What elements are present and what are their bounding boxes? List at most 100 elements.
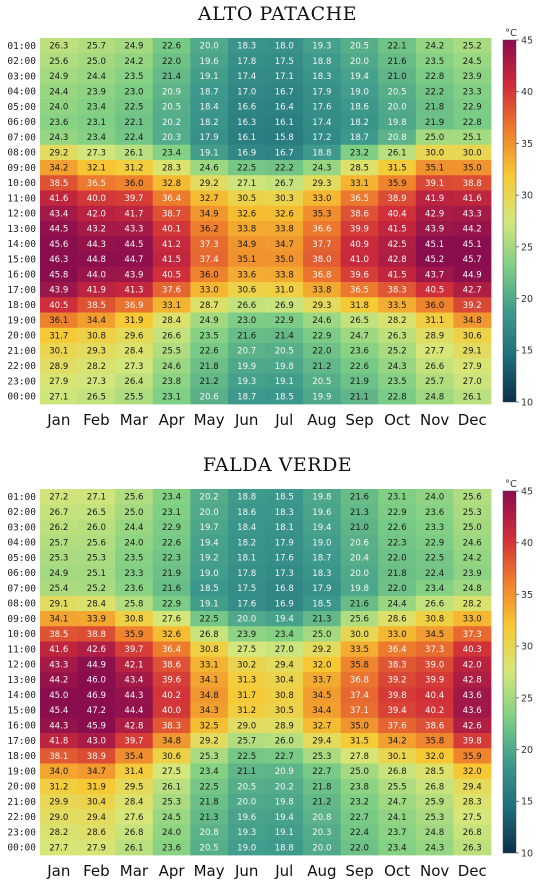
cell-value-label: 24.2 [425,42,444,52]
cell-value-label: 20.3 [162,133,181,143]
cell-value-label: 20.0 [200,42,219,52]
heatmap-cell [265,99,304,115]
heatmap-cell [415,53,454,69]
heatmap-cell [303,565,342,581]
cell-value-label: 29.1 [463,347,482,357]
heatmap-cell [265,38,304,54]
cell-value-label: 39.8 [463,737,482,747]
heatmap-cell [378,763,417,780]
heatmap-cell [453,687,492,703]
cell-value-label: 28.6 [387,615,406,625]
cell-value-label: 26.4 [124,377,143,387]
cell-value-label: 16.9 [237,148,256,158]
heatmap-cell [415,144,454,161]
heatmap-cell [115,297,154,313]
heatmap-cell [115,114,154,130]
cell-value-label: 19.7 [200,523,219,533]
heatmap-cell [453,519,492,536]
heatmap-cell [265,656,304,673]
heatmap-cell [378,221,417,237]
cell-value-label: 27.0 [463,377,482,387]
hour-tick-label: 22:00 [7,361,36,372]
cell-value-label: 24.4 [49,87,68,97]
cell-value-label: 28.9 [425,331,444,341]
heatmap-cell [77,763,116,780]
cell-value-label: 19.4 [200,538,219,548]
heatmap-cell [77,266,116,283]
heatmap-cell [415,565,454,581]
cell-value-label: 36.8 [312,270,331,280]
heatmap-cell [303,205,342,222]
cell-value-label: 25.3 [87,554,106,564]
cell-value-label: 22.6 [387,523,406,533]
heatmap-cell [415,83,454,100]
heatmap-cell [378,312,417,329]
cell-value-label: 30.8 [87,331,106,341]
cell-value-label: 20.9 [275,767,294,777]
cell-value-label: 34.9 [200,209,219,219]
cell-value-label: 19.8 [275,362,294,372]
cell-value-label: 22.0 [162,57,181,67]
colorbar-tick-label: 30 [521,191,533,202]
cell-value-label: 26.1 [387,148,406,158]
heatmap-cell [190,809,229,825]
heatmap-cell [378,733,417,749]
heatmap-cell [415,266,454,283]
hour-tick-label: 13:00 [7,675,36,686]
cell-value-label: 31.2 [124,164,143,174]
cell-value-label: 30.5 [237,194,256,204]
heatmap-cell [152,205,191,222]
heatmap-cell [453,160,492,176]
cell-value-label: 22.9 [425,538,444,548]
cell-value-label: 38.5 [49,179,68,189]
heatmap-cell [152,190,191,207]
heatmap-cell [265,794,304,810]
month-tick-label: Nov [420,862,449,880]
heatmap-cell [415,251,454,268]
heatmap-cell [453,672,492,688]
cell-value-label: 38.6 [350,209,369,219]
cell-value-label: 29.2 [200,179,219,189]
heatmap-cell [340,702,379,719]
heatmap-cell [77,190,116,207]
heatmap-cell [77,809,116,825]
cell-value-label: 33.8 [275,225,294,235]
hour-tick-label: 14:00 [7,239,36,250]
cell-value-label: 38.9 [387,194,406,204]
cell-value-label: 23.8 [162,377,181,387]
cell-value-label: 37.7 [312,240,331,250]
hour-tick-label: 17:00 [7,285,36,296]
month-tick-label: Dec [458,862,487,880]
cell-value-label: 27.5 [463,813,482,823]
heatmap-cell [115,175,154,191]
heatmap-cell [378,824,417,841]
cell-value-label: 18.1 [275,523,294,533]
heatmap-cell [190,38,229,54]
heatmap-cell [227,190,266,207]
heatmap-cell [378,809,417,825]
cell-value-label: 43.3 [124,225,143,235]
cell-value-label: 25.3 [425,813,444,823]
heatmap-cell [415,550,454,566]
heatmap-cell [190,99,229,115]
heatmap-cell [453,778,492,795]
hour-tick-label: 07:00 [7,132,36,143]
heatmap-cell [227,595,266,612]
cell-value-label: 35.0 [275,255,294,265]
cell-value-label: 18.5 [275,493,294,503]
heatmap-cell [265,83,304,100]
cell-value-label: 19.4 [350,72,369,82]
heatmap-cell [190,687,229,703]
month-tick-label: Jul [274,862,293,880]
heatmap-cell [415,626,454,642]
cell-value-label: 24.5 [463,57,482,67]
heatmap-cell [152,388,191,405]
cell-value-label: 46.9 [87,691,106,701]
cell-value-label: 20.0 [312,843,331,853]
heatmap-cell [340,809,379,825]
heatmap-cell [227,626,266,642]
heatmap-cell [40,794,78,810]
heatmap-cell [303,251,342,268]
cell-value-label: 23.1 [162,508,181,518]
cell-value-label: 26.5 [87,508,106,518]
